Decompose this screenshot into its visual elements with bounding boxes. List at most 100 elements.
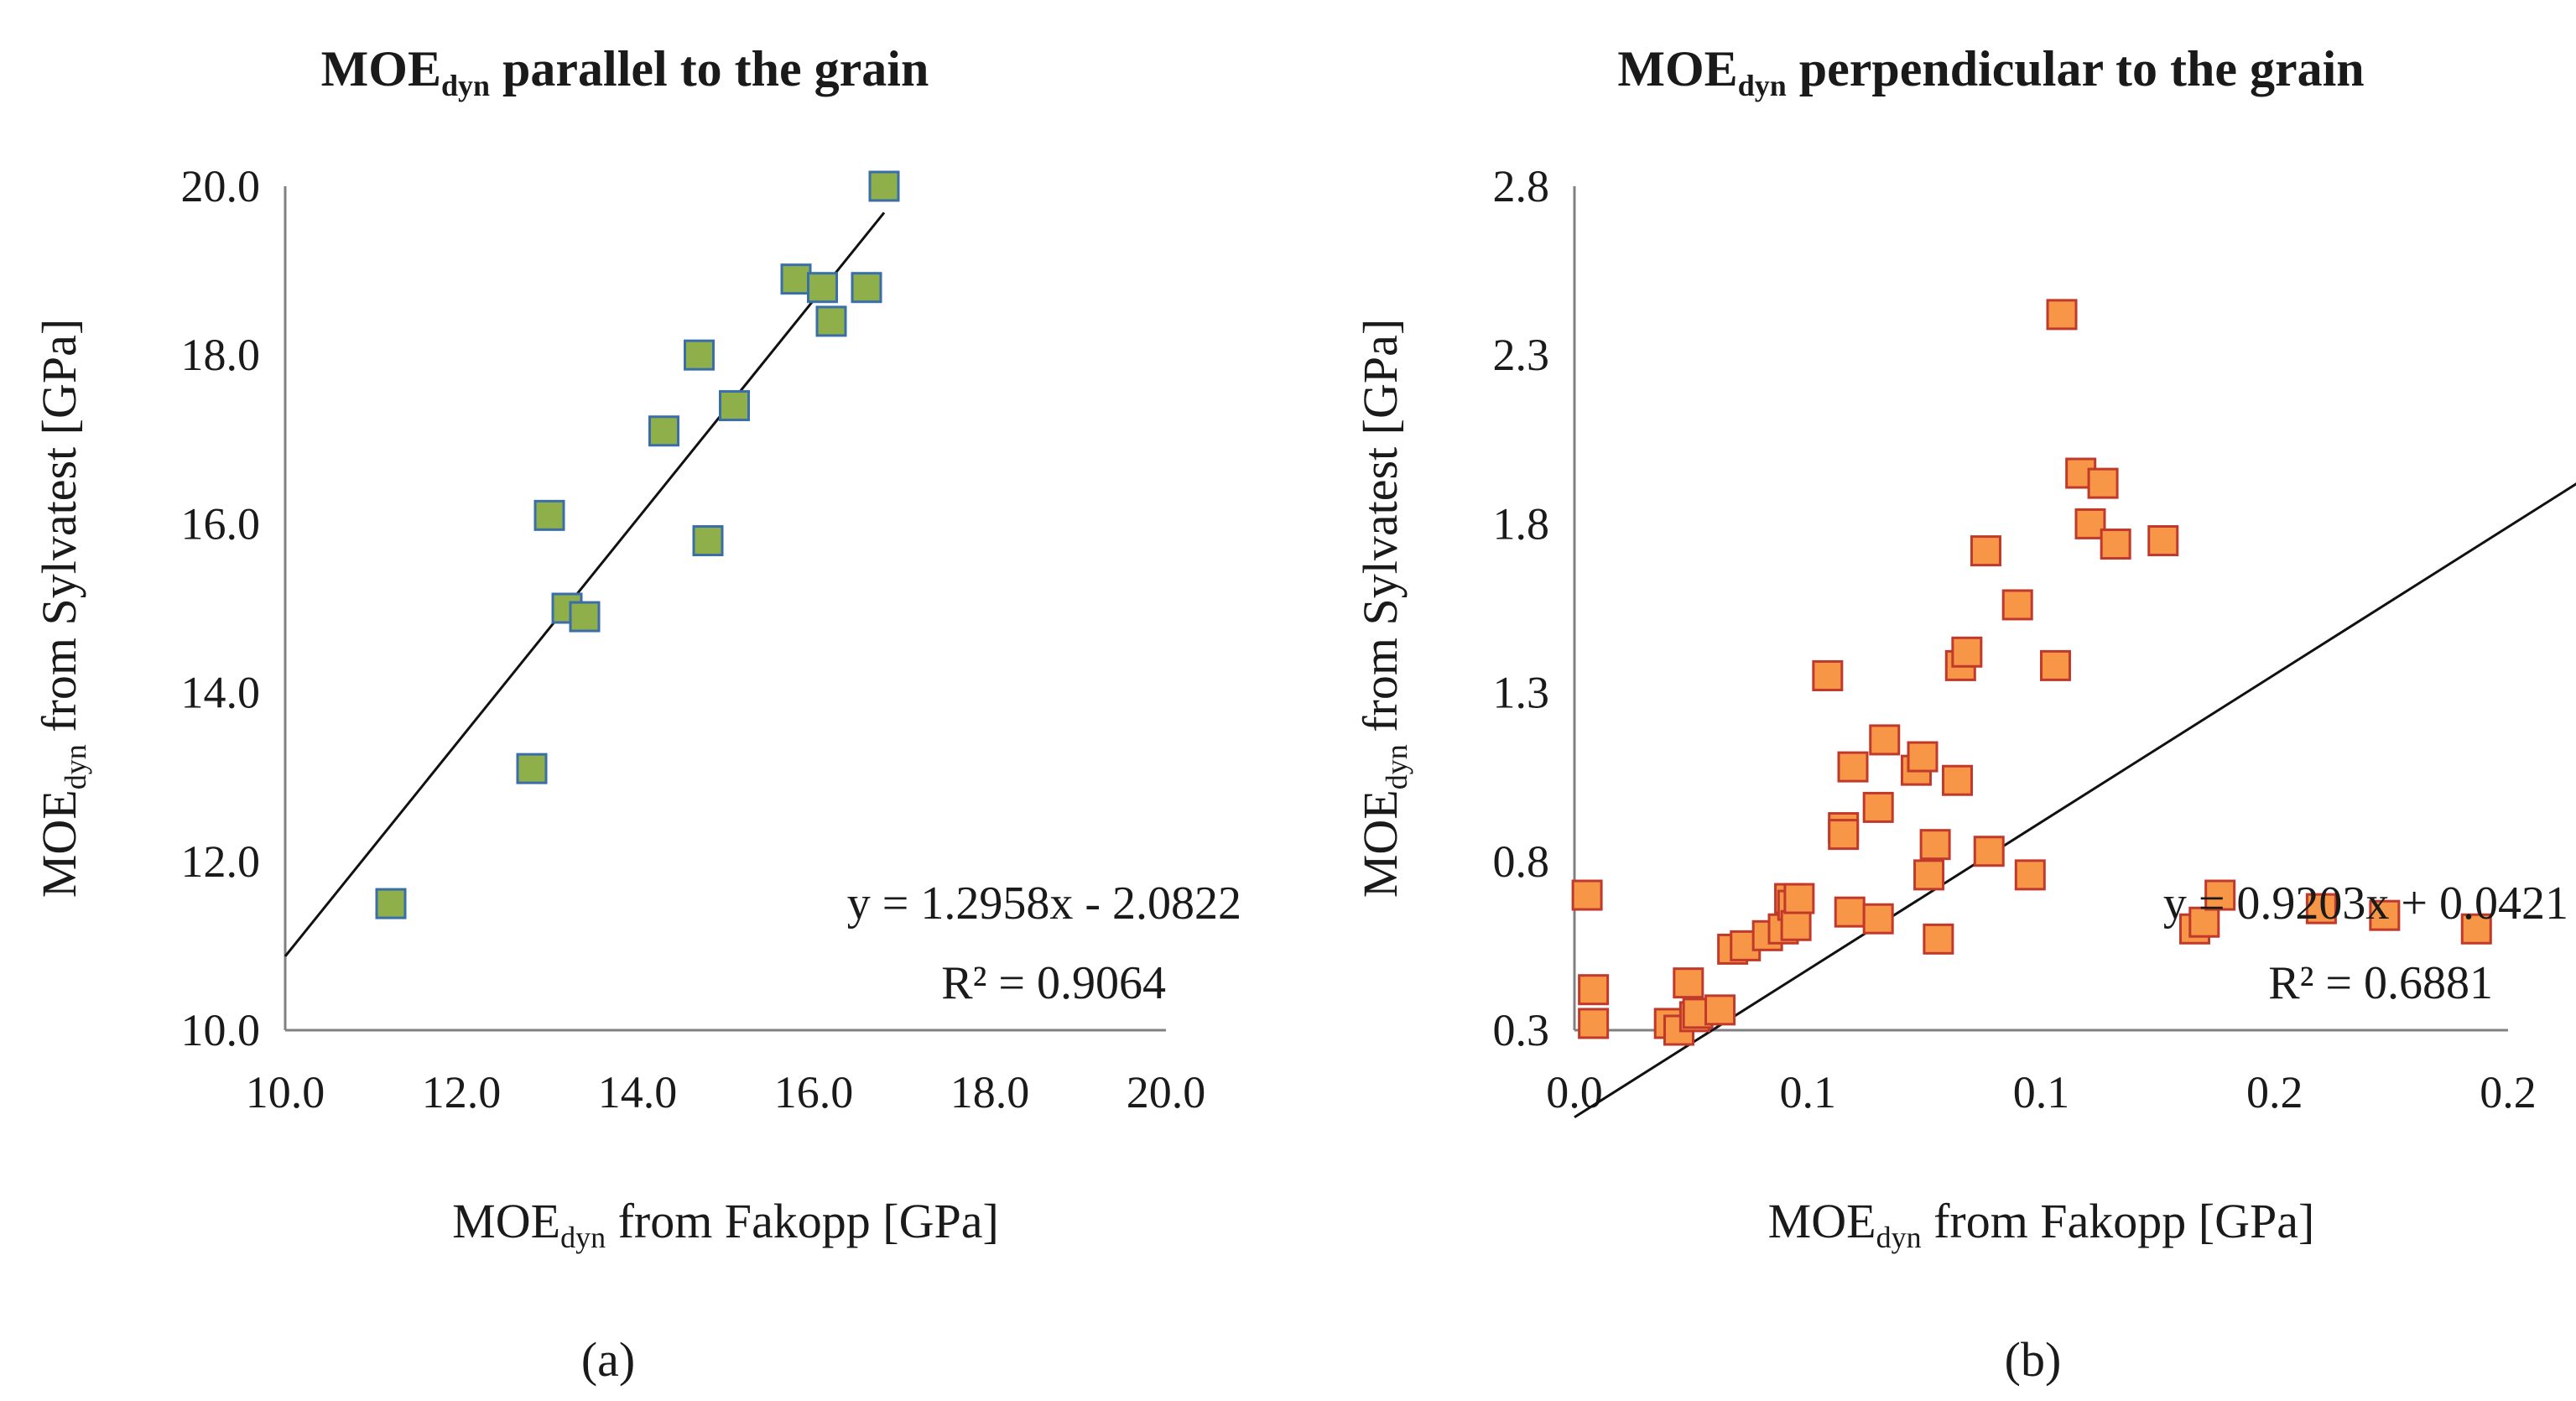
chart-b-title-sub: dyn bbox=[1738, 69, 1787, 102]
chart-b-x-tick-label: 0.2 bbox=[2246, 1067, 2303, 1117]
chart-a-title-rest: parallel to the grain bbox=[490, 41, 929, 96]
chart-b-x-tick-label: 0.2 bbox=[2480, 1067, 2537, 1117]
chart-a-y-tick-label: 12.0 bbox=[181, 836, 261, 887]
chart-b-data-point bbox=[2087, 467, 2119, 499]
chart-a-data-point bbox=[375, 888, 407, 919]
chart-b-data-point bbox=[1812, 659, 1844, 691]
chart-b-trendline bbox=[1574, 482, 2576, 1119]
chart-a-x-tick-label: 10.0 bbox=[246, 1067, 325, 1117]
chart-a-x-label: MOEdyn from Fakopp [GPa] bbox=[452, 1194, 999, 1254]
chart-b-data-point bbox=[1923, 923, 1954, 955]
chart-a-data-point bbox=[719, 390, 750, 422]
chart-a-trendline bbox=[284, 211, 886, 957]
chart-b-x-label: MOEdyn from Fakopp [GPa] bbox=[1768, 1194, 2315, 1254]
chart-a-data-point bbox=[868, 170, 900, 202]
chart-b-data-point bbox=[1704, 994, 1736, 1026]
chart-b-ylabel-main: MOE bbox=[1353, 789, 1408, 898]
chart-a-y-tick-label: 16.0 bbox=[181, 498, 261, 549]
chart-b-ylabel-rest: from Sylvatest [GPa] bbox=[1353, 319, 1408, 744]
chart-a-equation: y = 1.2958x - 2.0822 bbox=[847, 878, 1241, 930]
chart-a-ylabel-main: MOE bbox=[32, 789, 86, 898]
chart-b-data-point bbox=[1862, 903, 1894, 935]
chart-b-title: MOEdyn perpendicular to the grain bbox=[1617, 41, 2364, 102]
chart-b-data-point bbox=[2074, 508, 2106, 539]
chart-a-y-tick-label: 18.0 bbox=[181, 330, 261, 380]
chart-a-y-tick-label: 10.0 bbox=[181, 1005, 261, 1055]
chart-a-xlabel-sub: dyn bbox=[560, 1221, 606, 1254]
chart-b-ylabel-sub: dyn bbox=[1380, 744, 1413, 789]
chart-b-xlabel-main: MOE bbox=[1768, 1194, 1876, 1248]
chart-a-data-point bbox=[780, 263, 812, 295]
chart-b-r2: R² = 0.6881 bbox=[2268, 957, 2493, 1009]
chart-b-data-point bbox=[1837, 751, 1869, 783]
chart-a-data-point bbox=[815, 305, 847, 337]
chart-b-data-point bbox=[1673, 967, 1704, 999]
chart-b-data-point bbox=[1942, 764, 1974, 796]
chart-b-y-tick-label: 1.8 bbox=[1493, 498, 1550, 549]
chart-b-y-tick-label: 1.3 bbox=[1493, 668, 1550, 718]
chart-a: MOEdyn parallel to the grain 10.0 12.0 14.… bbox=[32, 41, 1241, 1387]
chart-a-x-tick-label: 18.0 bbox=[950, 1067, 1030, 1117]
chart-a-x-tick-label: 14.0 bbox=[598, 1067, 678, 1117]
chart-b: MOEdyn perpendicular to the grain 0.0 0.1… bbox=[1353, 41, 2576, 1387]
chart-b-x-tick-label: 0.1 bbox=[2013, 1067, 2070, 1117]
chart-a-x-tick-label: 16.0 bbox=[774, 1067, 854, 1117]
chart-b-title-rest: perpendicular to the grain bbox=[1787, 41, 2365, 96]
chart-b-y-tick-label: 0.3 bbox=[1493, 1005, 1550, 1055]
chart-b-data-point bbox=[2305, 893, 2337, 924]
chart-b-xlabel-sub: dyn bbox=[1876, 1221, 1922, 1254]
chart-b-panel-label: (b) bbox=[2005, 1332, 2062, 1387]
chart-a-title-main: MOE bbox=[321, 41, 441, 96]
chart-b-data-point bbox=[1578, 1008, 1610, 1039]
chart-b-data-point bbox=[1907, 741, 1939, 773]
chart-b-xlabel-rest: from Fakopp [GPa] bbox=[1922, 1194, 2315, 1248]
chart-a-x-tick-label: 12.0 bbox=[422, 1067, 502, 1117]
chart-a-data-point bbox=[569, 601, 601, 633]
chart-b-data-point bbox=[1869, 724, 1901, 756]
chart-b-data-point bbox=[2369, 899, 2401, 931]
chart-a-ylabel-sub: dyn bbox=[59, 744, 92, 789]
chart-b-data-point bbox=[2460, 913, 2492, 945]
chart-b-data-point bbox=[2014, 859, 2046, 891]
chart-a-data-point bbox=[533, 499, 565, 531]
chart-a-xlabel-rest: from Fakopp [GPa] bbox=[606, 1194, 999, 1248]
chart-b-data-point bbox=[2147, 525, 2179, 557]
chart-a-y-tick-label: 20.0 bbox=[181, 161, 261, 211]
chart-b-y-label: MOEdyn from Sylvatest [GPa] bbox=[1353, 319, 1413, 898]
chart-b-data-point bbox=[2100, 529, 2131, 560]
chart-a-y-label: MOEdyn from Sylvatest [GPa] bbox=[32, 319, 92, 898]
chart-a-data-point bbox=[648, 415, 679, 447]
chart-b-title-main: MOE bbox=[1617, 41, 1737, 96]
chart-b-x-tick-label: 0.0 bbox=[1546, 1067, 1603, 1117]
chart-a-panel-label: (a) bbox=[581, 1332, 635, 1387]
chart-b-data-point bbox=[1828, 819, 1860, 851]
chart-b-y-tick-label: 2.3 bbox=[1493, 330, 1550, 380]
chart-a-data-point bbox=[692, 525, 724, 557]
chart-b-data-point bbox=[1571, 879, 1603, 911]
chart-a-data-point bbox=[807, 272, 838, 304]
chart-a-title: MOEdyn parallel to the grain bbox=[321, 41, 929, 102]
chart-b-data-point bbox=[2046, 299, 2078, 331]
chart-b-y-tick-label: 0.8 bbox=[1493, 836, 1550, 887]
chart-b-data-point bbox=[1919, 829, 1951, 861]
chart-b-data-point bbox=[2001, 589, 2033, 621]
chart-b-x-tick-label: 0.1 bbox=[1780, 1067, 1837, 1117]
chart-b-data-point bbox=[1951, 636, 1983, 668]
chart-b-data-point bbox=[2188, 906, 2220, 938]
chart-b-equation: y = 0.9203x + 0.0421 bbox=[2163, 878, 2568, 930]
chart-b-y-tick-label: 2.8 bbox=[1493, 161, 1550, 211]
chart-b-data-point bbox=[1578, 974, 1610, 1006]
chart-b-data-point bbox=[1783, 883, 1815, 914]
chart-a-xlabel-main: MOE bbox=[452, 1194, 560, 1248]
chart-b-data-point bbox=[1834, 896, 1866, 928]
chart-a-data-point bbox=[684, 339, 715, 371]
chart-a-data-point bbox=[851, 272, 882, 304]
chart-b-data-point bbox=[1973, 836, 2005, 867]
chart-b-data-point bbox=[2204, 879, 2236, 911]
chart-a-title-sub: dyn bbox=[441, 69, 490, 102]
chart-a-data-point bbox=[516, 753, 548, 784]
chart-b-data-point bbox=[1913, 859, 1945, 891]
chart-b-data-point bbox=[2039, 649, 2071, 681]
chart-b-data-point bbox=[1970, 535, 2001, 567]
